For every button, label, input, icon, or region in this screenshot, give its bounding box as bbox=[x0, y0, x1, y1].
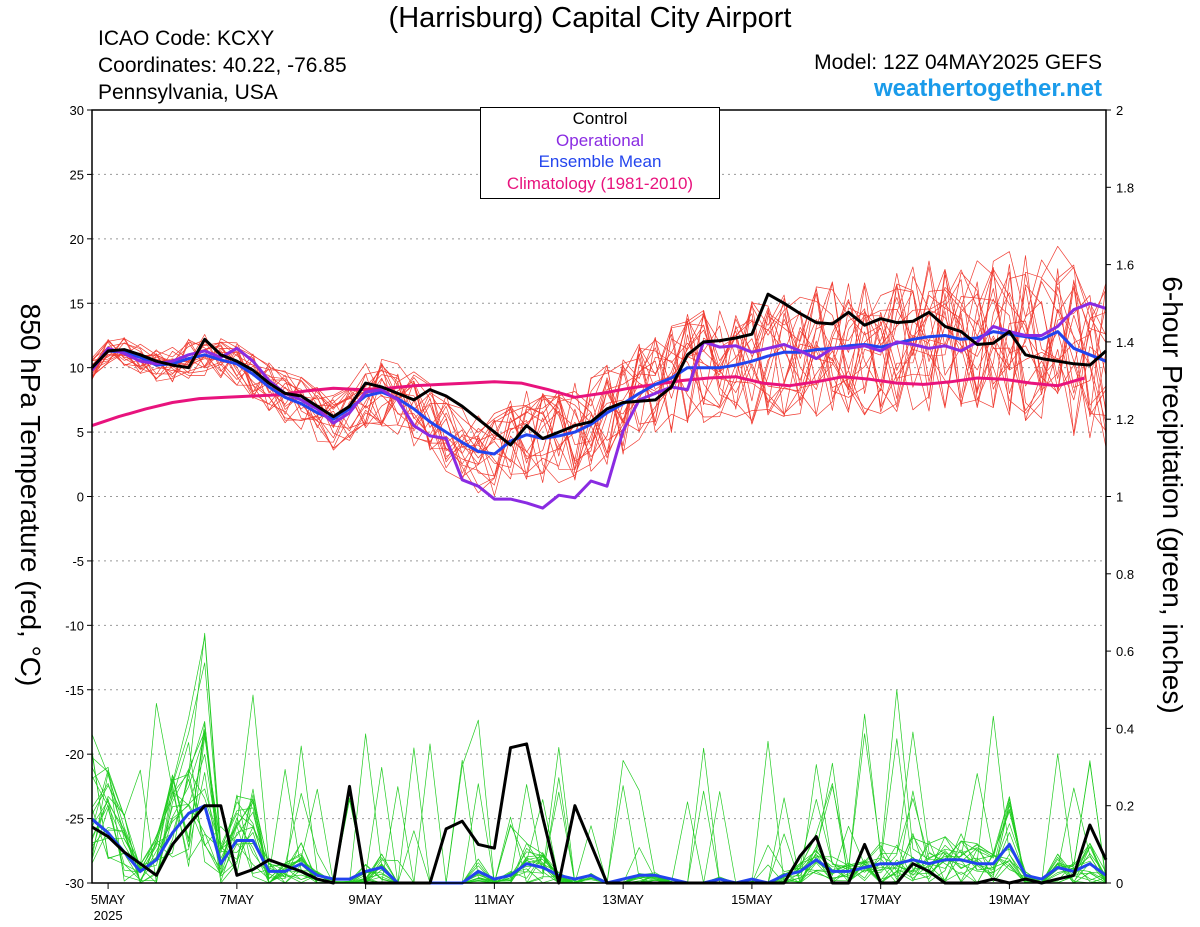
temp-member-line bbox=[91, 255, 1107, 475]
y-tick-label: -5 bbox=[72, 554, 84, 569]
y-tick-label: 25 bbox=[70, 167, 84, 182]
y2-tick-label: 1.6 bbox=[1116, 258, 1134, 273]
icao-code: ICAO Code: KCXY bbox=[98, 27, 275, 50]
x-tick-label: 9MAY bbox=[348, 892, 383, 907]
y-tick-label: 30 bbox=[70, 103, 84, 118]
y-tick-label: -30 bbox=[65, 876, 84, 891]
coordinates: Coordinates: 40.22, -76.85 bbox=[98, 54, 347, 77]
temp-mean-line bbox=[90, 330, 1107, 456]
y-tick-label: 15 bbox=[70, 296, 84, 311]
y2-tick-label: 1 bbox=[1116, 490, 1123, 505]
region: Pennsylvania, USA bbox=[98, 81, 278, 104]
axes: 302520151050-5-10-15-20-25-3021.81.61.41… bbox=[65, 103, 1134, 923]
chart-title: (Harrisburg) Capital City Airport bbox=[388, 2, 792, 34]
legend-control: Control bbox=[572, 109, 628, 128]
temp-members bbox=[91, 245, 1107, 497]
y-tick-label: -20 bbox=[65, 747, 84, 762]
legend: Control Operational Ensemble Mean Climat… bbox=[480, 107, 720, 199]
y-tick-label: 20 bbox=[70, 232, 84, 247]
x-tick-sublabel: 2025 bbox=[94, 908, 123, 923]
x-tick-label: 15MAY bbox=[731, 892, 773, 907]
main-series bbox=[90, 292, 1108, 885]
precip-members bbox=[91, 632, 1107, 884]
x-tick-label: 17MAY bbox=[860, 892, 902, 907]
y2-tick-label: 0.6 bbox=[1116, 644, 1134, 659]
legend-climatology: Climatology (1981-2010) bbox=[506, 173, 694, 193]
y2-tick-label: 1.2 bbox=[1116, 412, 1134, 427]
site-link[interactable]: weathertogether.net bbox=[873, 75, 1102, 102]
y2-tick-label: 0.8 bbox=[1116, 567, 1134, 582]
y2-tick-label: 0.2 bbox=[1116, 799, 1134, 814]
operational-line bbox=[90, 301, 1107, 510]
y-tick-label: -25 bbox=[65, 812, 84, 827]
x-tick-label: 19MAY bbox=[989, 892, 1031, 907]
model-run: Model: 12Z 04MAY2025 GEFS bbox=[814, 51, 1102, 74]
y-tick-label: 0 bbox=[77, 490, 84, 505]
grid-lines bbox=[92, 173, 1106, 820]
y-tick-label: -10 bbox=[65, 618, 84, 633]
y2-tick-label: 0 bbox=[1116, 876, 1123, 891]
temp-member-line bbox=[91, 260, 1107, 474]
temp-member-line bbox=[91, 269, 1107, 497]
y-tick-label: -15 bbox=[65, 683, 84, 698]
precip-control-line bbox=[91, 742, 1108, 885]
x-tick-label: 13MAY bbox=[602, 892, 644, 907]
y-tick-label: 5 bbox=[77, 425, 84, 440]
x-tick-label: 7MAY bbox=[220, 892, 255, 907]
climatology-line bbox=[91, 375, 1086, 428]
precip-member-line bbox=[91, 703, 1107, 884]
legend-ensemble-mean: Ensemble Mean bbox=[538, 152, 662, 171]
y-tick-label: 10 bbox=[70, 361, 84, 376]
legend-operational: Operational bbox=[556, 130, 644, 150]
temp-member-line bbox=[91, 266, 1107, 487]
y2-tick-label: 0.4 bbox=[1116, 721, 1134, 736]
y2-tick-label: 2 bbox=[1116, 103, 1123, 118]
precip-mean-line bbox=[91, 804, 1107, 885]
x-tick-label: 5MAY bbox=[91, 892, 126, 907]
y2-tick-label: 1.4 bbox=[1116, 335, 1134, 350]
temp-control-line bbox=[90, 292, 1107, 447]
x-tick-label: 11MAY bbox=[474, 892, 515, 907]
temp-member-line bbox=[91, 274, 1107, 481]
y2-tick-label: 1.8 bbox=[1116, 180, 1134, 195]
